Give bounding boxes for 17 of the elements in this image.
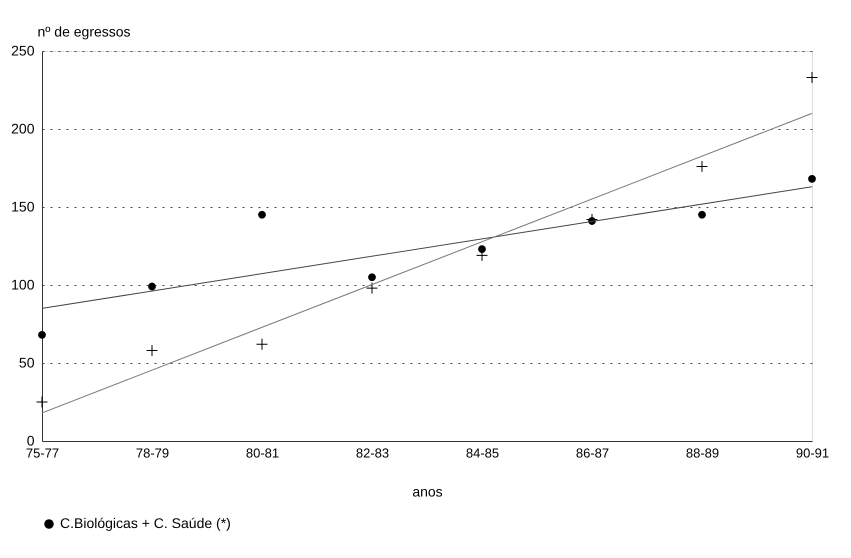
x-tick-label: 90-91 xyxy=(796,446,830,460)
x-axis-title: anos xyxy=(412,484,443,500)
y-tick-label: 100 xyxy=(11,276,35,292)
x-tick-label: 82-83 xyxy=(356,446,390,460)
legend-label: C.Biológicas + C. Saúde (*) xyxy=(60,515,231,531)
x-tick-label: 75-77 xyxy=(26,446,60,460)
x-tick-label: 86-87 xyxy=(576,446,610,460)
y-tick-label: 0 xyxy=(26,432,35,448)
y-tick-label: 50 xyxy=(18,354,35,370)
y-tick-label: 250 xyxy=(11,42,35,58)
x-tick-label: 78-79 xyxy=(136,446,170,460)
y-tick-label: 150 xyxy=(11,198,35,214)
x-tick-label: 80-81 xyxy=(246,446,280,460)
y-axis-title: nº de egressos xyxy=(38,24,131,40)
x-tick-label: 84-85 xyxy=(466,446,500,460)
x-tick-label: 88-89 xyxy=(686,446,720,460)
y-tick-label: 200 xyxy=(11,120,35,136)
